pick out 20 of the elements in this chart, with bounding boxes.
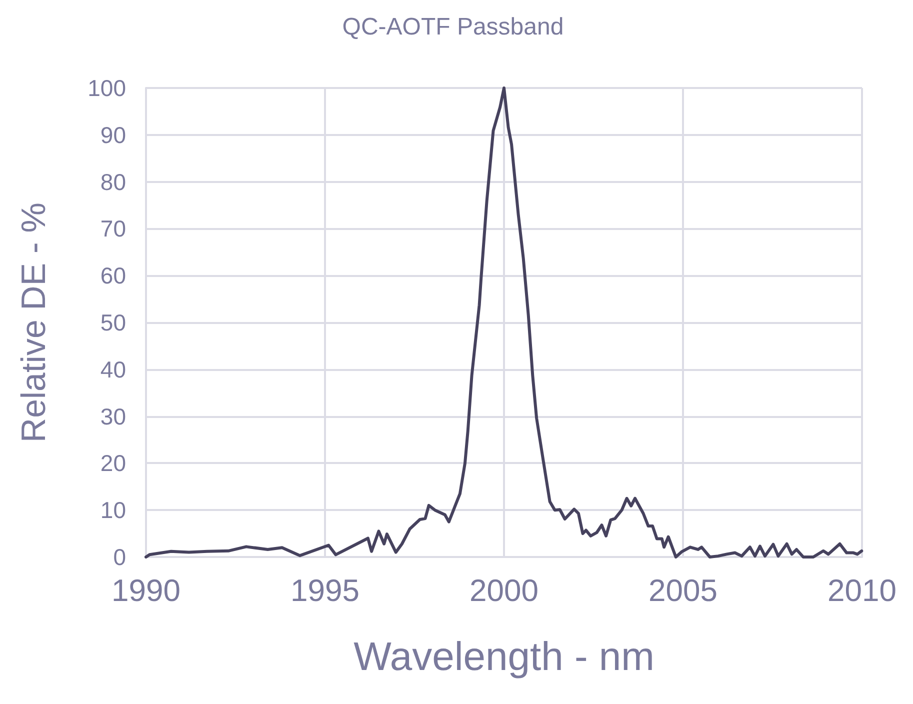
x-tick-label: 2000	[470, 573, 538, 608]
chart-title: QC-AOTF Passband	[342, 14, 564, 40]
y-tick-label: 20	[100, 450, 126, 476]
y-tick-label: 30	[100, 403, 126, 430]
line-series	[144, 86, 864, 558]
y-tick-label: 50	[100, 310, 126, 336]
y-tick-label: 100	[88, 75, 126, 101]
y-tick-label: 60	[100, 262, 126, 289]
y-tick-label: 10	[100, 497, 126, 524]
y-tick-label: 0	[113, 544, 126, 570]
x-tick-label: 2010	[828, 573, 896, 608]
y-axis-title: Relative DE - %	[15, 202, 53, 442]
x-tick-label: 1995	[290, 573, 360, 608]
x-axis-title: Wavelength - nm	[354, 635, 654, 679]
x-tick-label: 1990	[112, 573, 180, 608]
x-tick-label: 2005	[648, 573, 718, 608]
y-tick-label: 90	[100, 122, 126, 148]
y-tick-label: 70	[100, 216, 126, 242]
y-tick-label: 40	[100, 356, 126, 382]
y-tick-label: 80	[100, 168, 126, 195]
